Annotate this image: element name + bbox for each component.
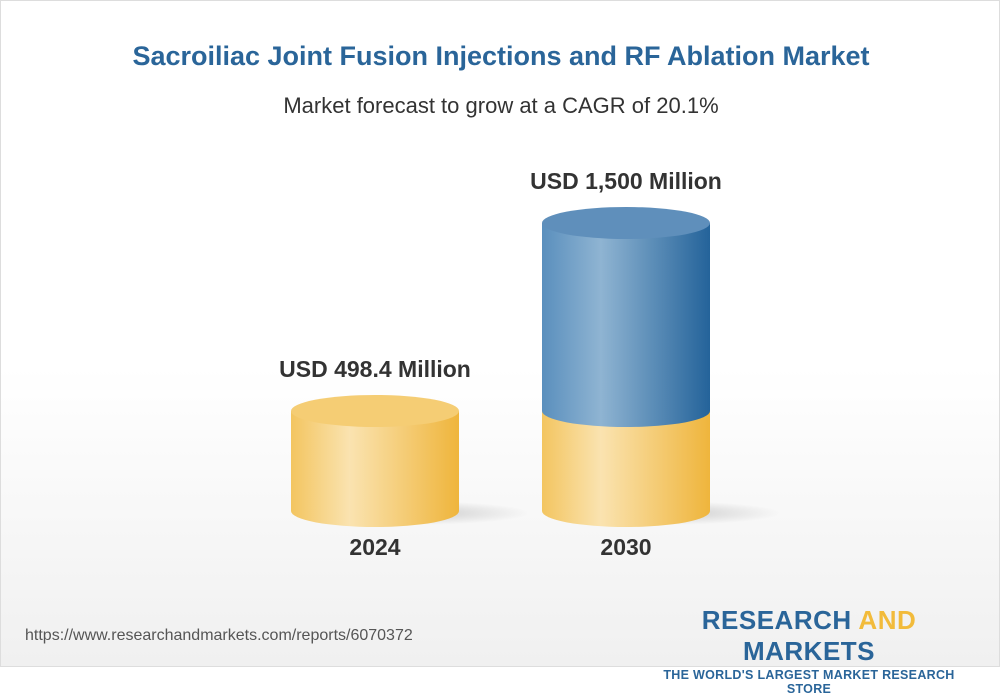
cylinder-growth-segment — [542, 223, 710, 427]
cylinder-base-segment — [542, 411, 710, 527]
category-label: 2024 — [349, 534, 400, 560]
cylinder-top — [542, 207, 710, 239]
research-and-markets-logo: RESEARCH AND MARKETS THE WORLD'S LARGEST… — [663, 605, 955, 696]
cylinder-base-segment — [291, 411, 459, 527]
cylinder-top — [291, 395, 459, 427]
data-label: USD 498.4 Million — [279, 356, 471, 382]
chart-title: Sacroiliac Joint Fusion Injections and R… — [132, 41, 870, 71]
report-url[interactable]: https://www.researchandmarkets.com/repor… — [25, 627, 413, 644]
cylinder-chart: USD 498.4 Million 2024 USD 1,500 Million 20… — [279, 168, 780, 560]
chart-subtitle: Market forecast to grow at a CAGR of 20.… — [283, 93, 719, 118]
category-label: 2030 — [600, 534, 651, 560]
data-label: USD 1,500 Million — [530, 168, 722, 194]
